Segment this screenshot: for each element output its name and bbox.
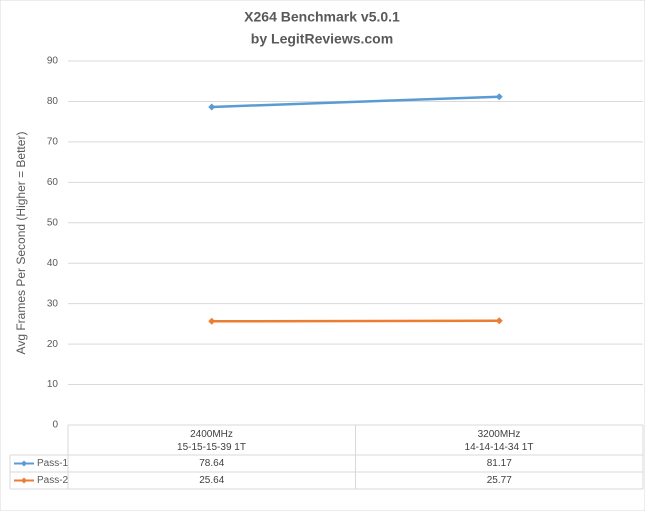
x-tick-label: 3200MHz 14-14-14-34 1T (464, 429, 534, 453)
data-point (495, 93, 503, 101)
legend-label: Pass-1 (37, 458, 69, 469)
legend-marker (21, 477, 27, 484)
series-line (211, 95, 500, 109)
table-value: 81.17 (487, 458, 512, 469)
data-point (208, 103, 216, 111)
data-point (495, 317, 503, 325)
x-tick-label: 2400MHz 15-15-15-39 1T (177, 429, 246, 453)
y-axis-label: Avg Frames Per Second (Higher = Better) (14, 132, 28, 355)
y-tick-label: 50 (47, 217, 59, 228)
y-tick-label: 60 (47, 177, 59, 188)
data-point (208, 317, 216, 325)
table-value: 78.64 (199, 458, 224, 469)
y-tick-label: 80 (47, 96, 59, 107)
legend-marker (21, 460, 27, 467)
table-value: 25.77 (487, 475, 512, 486)
y-tick-label: 40 (47, 258, 59, 269)
y-tick-label: 0 (52, 420, 58, 431)
y-tick-label: 10 (47, 379, 59, 390)
y-tick-label: 70 (47, 137, 59, 148)
table-value: 25.64 (199, 475, 224, 486)
y-tick-label: 30 (47, 298, 59, 309)
y-tick-label: 90 (47, 56, 59, 67)
y-tick-label: 20 (47, 339, 59, 350)
legend-label: Pass-2 (37, 475, 69, 486)
chart-title: X264 Benchmark v5.0.1 (244, 9, 400, 25)
series-line (211, 319, 500, 323)
chart-subtitle: by LegitReviews.com (251, 31, 393, 47)
